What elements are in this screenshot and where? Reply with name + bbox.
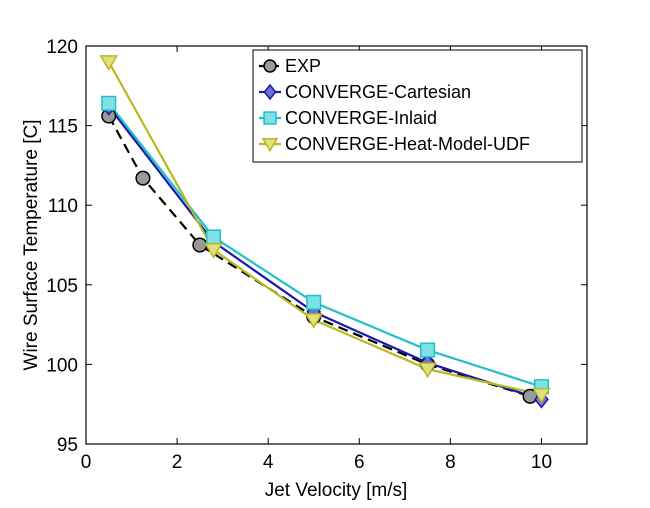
legend-marker (263, 59, 277, 73)
legend-entry: EXP (285, 56, 321, 76)
data-point (135, 170, 151, 186)
data-point (420, 342, 436, 358)
axis-ticks: 0 2 4 6 8 10 95 100 105 110 115 120 (46, 37, 587, 473)
legend-entry: CONVERGE-Heat-Model-UDF (285, 134, 530, 154)
x-tick-label: 0 (81, 452, 92, 473)
legend-entry: CONVERGE-Inlaid (285, 108, 437, 128)
legend: EXP CONVERGE-Cartesian CONVERGE-Inlaid CONV… (252, 49, 583, 163)
data-point (205, 229, 222, 245)
data-point (204, 243, 223, 259)
data-point (192, 237, 208, 253)
y-tick-label: 105 (46, 276, 78, 297)
x-tick-label: 4 (263, 452, 274, 473)
y-tick-label: 120 (46, 37, 78, 58)
x-tick-label: 10 (531, 452, 552, 473)
data-point (101, 95, 117, 111)
x-tick-label: 8 (445, 452, 456, 473)
y-axis-label: Wire Surface Temperature [C] (21, 120, 42, 371)
data-point (99, 55, 119, 71)
legend-marker (263, 83, 277, 101)
legend-box (252, 49, 583, 163)
data-point (532, 387, 551, 404)
x-tick-label: 6 (354, 452, 365, 473)
series-markers (99, 55, 551, 409)
data-point (306, 294, 322, 310)
y-tick-label: 95 (57, 435, 78, 456)
x-tick-label: 2 (172, 452, 183, 473)
data-point (304, 313, 324, 329)
y-tick-label: 110 (48, 196, 78, 217)
data-point (418, 362, 437, 379)
x-axis-label: Jet Velocity [m/s] (265, 480, 408, 501)
legend-entry: CONVERGE-Cartesian (285, 82, 471, 102)
plot-frame (85, 45, 588, 445)
y-tick-label: 115 (48, 117, 78, 138)
axes-frame (85, 45, 588, 445)
y-tick-label: 100 (46, 355, 78, 376)
legend-marker (261, 138, 279, 153)
legend-marker (263, 111, 277, 125)
